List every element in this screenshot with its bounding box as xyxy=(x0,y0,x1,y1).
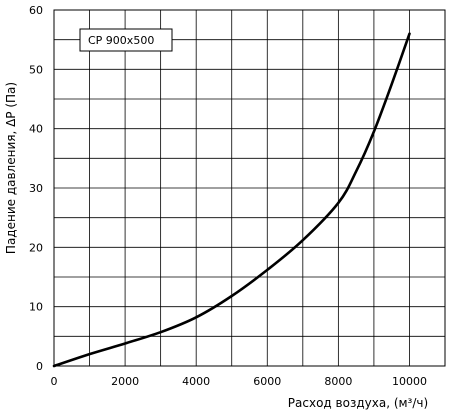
y-tick-label: 30 xyxy=(29,182,43,195)
y-tick-label: 0 xyxy=(36,360,43,373)
legend-box xyxy=(79,28,173,52)
x-tick-label: 0 xyxy=(51,375,58,388)
legend-entry: CP 900x500 xyxy=(88,34,154,47)
y-axis-ticks: 0 10 20 30 40 50 60 xyxy=(29,4,43,373)
x-tick-label: 10000 xyxy=(392,375,427,388)
y-axis-label: Падение давления, ΔP (Па) xyxy=(4,82,18,254)
x-tick-label: 6000 xyxy=(253,375,281,388)
x-axis-label: Расход воздуха, (м³/ч) xyxy=(288,396,428,410)
y-tick-label: 40 xyxy=(29,123,43,136)
x-tick-label: 2000 xyxy=(111,375,139,388)
x-tick-label: 8000 xyxy=(324,375,352,388)
series-line xyxy=(52,32,411,368)
legend: CP 900x500 xyxy=(79,28,173,52)
plot-frame xyxy=(53,9,446,367)
y-tick-label: 10 xyxy=(29,301,43,314)
grid xyxy=(54,10,445,366)
x-tick-label: 4000 xyxy=(182,375,210,388)
x-axis-ticks: 0 2000 4000 6000 8000 10000 xyxy=(51,375,427,388)
y-tick-label: 50 xyxy=(29,63,43,76)
y-tick-label: 60 xyxy=(29,4,43,17)
y-tick-label: 20 xyxy=(29,241,43,254)
